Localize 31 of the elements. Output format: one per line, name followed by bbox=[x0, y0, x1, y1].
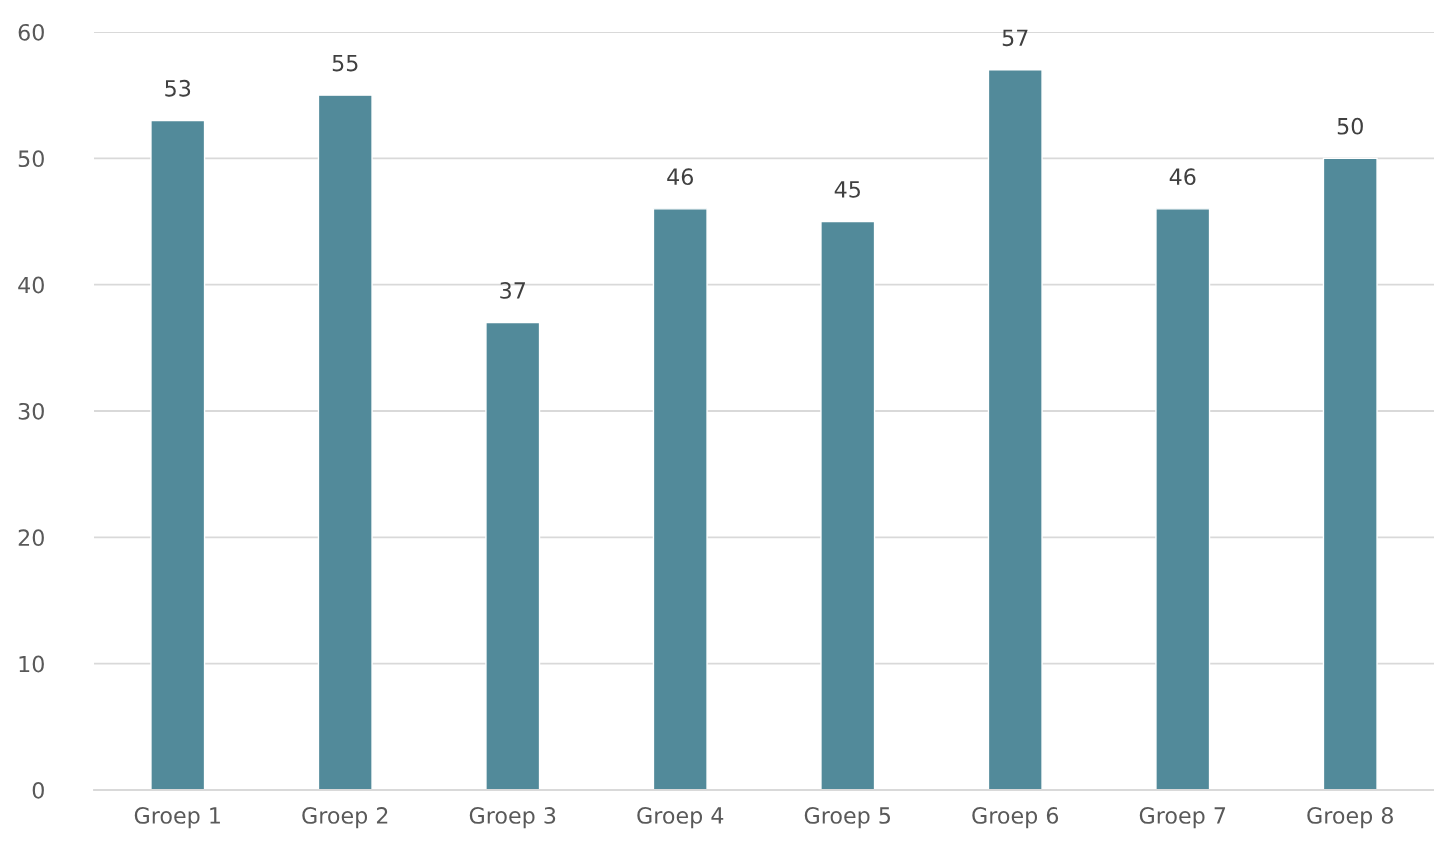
x-tick-label: Groep 2 bbox=[302, 807, 388, 829]
y-tick-label: 50 bbox=[18, 150, 44, 168]
bar bbox=[1322, 157, 1378, 790]
x-tick-label: Groep 8 bbox=[1307, 807, 1393, 829]
x-tick-label: Groep 6 bbox=[972, 807, 1059, 829]
y-tick-label: 10 bbox=[19, 655, 44, 673]
x-tick-label: Groep 4 bbox=[637, 807, 724, 829]
bar bbox=[150, 119, 206, 790]
bar bbox=[652, 208, 708, 790]
bar bbox=[820, 220, 876, 790]
y-tick-label: 40 bbox=[18, 276, 44, 294]
data-label: 45 bbox=[834, 181, 860, 198]
data-label: 46 bbox=[667, 168, 693, 186]
y-tick-label: 20 bbox=[18, 529, 44, 547]
x-tick-label: Groep 7 bbox=[1139, 807, 1226, 829]
data-label: 46 bbox=[1169, 168, 1196, 186]
x-tick-label: Groep 3 bbox=[469, 807, 556, 829]
data-label: 37 bbox=[500, 282, 525, 299]
data-label: 57 bbox=[1002, 29, 1028, 47]
bar bbox=[317, 94, 373, 790]
bar bbox=[485, 321, 541, 790]
y-tick-label: 60 bbox=[18, 23, 44, 41]
bar bbox=[1155, 208, 1211, 790]
x-tick-label: Groep 1 bbox=[134, 807, 220, 829]
data-label: 55 bbox=[332, 54, 358, 72]
data-label: 50 bbox=[1337, 117, 1363, 135]
x-tick-label: Groep 5 bbox=[804, 807, 891, 829]
y-tick-label: 0 bbox=[32, 781, 44, 799]
data-label: 53 bbox=[165, 79, 191, 97]
y-tick-label: 30 bbox=[18, 402, 44, 420]
bar bbox=[987, 69, 1043, 790]
